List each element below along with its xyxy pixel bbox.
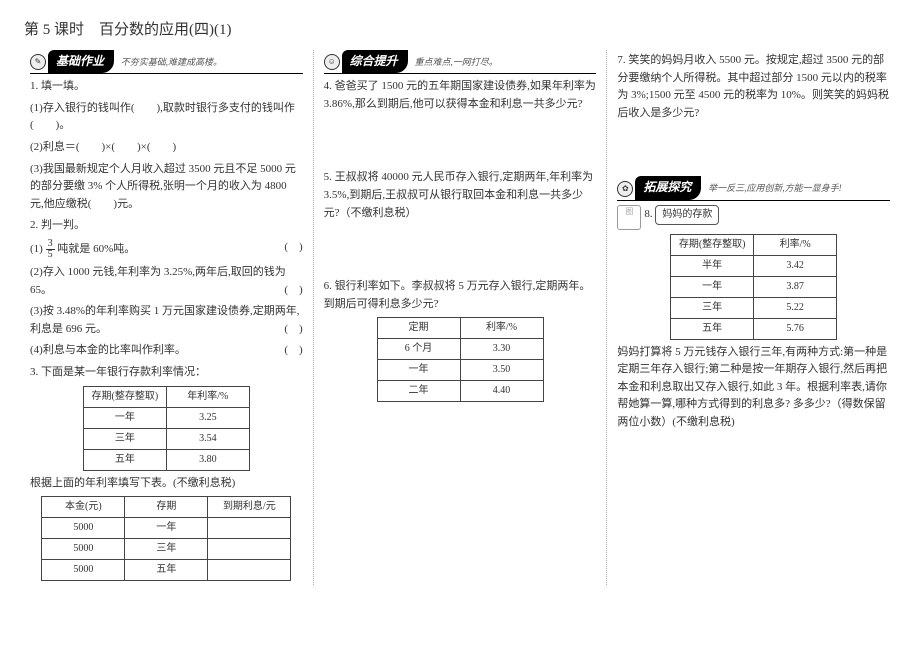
q4: 4. 爸爸买了 1500 元的五年期国家建设债券,如果年利率为 3.86%,那么… [324,78,597,113]
q2-1: (1) 35 吨就是 60%吨。 ( ) [30,239,303,260]
section-ext: ✿拓展探究 举一反三,应用创新,方能一显身手! [617,176,890,200]
ribbon-ext-sub: 举一反三,应用创新,方能一显身手! [708,183,842,193]
fraction-3-5: 35 [46,239,55,260]
q2-4: (4)利息与本金的比率叫作利率。( ) [30,342,303,360]
q6: 6. 银行利率如下。李叔叔将 5 万元存入银行,定期两年。到期后可得利息多少元? [324,278,597,313]
ribbon-basic-sub: 不夯实基础,难建成高楼。 [121,57,222,67]
rate-table-1: 存期(整存整取)年利率/% 一年3.25 三年3.54 五年3.80 [83,386,250,471]
ribbon-synth-sub: 重点难点,一网打尽。 [414,57,497,67]
q2-1-post: 吨就是 60%吨。 [57,243,135,255]
section-synth: ☺综合提升 重点难点,一网打尽。 [324,50,597,74]
q2: 2. 判一判。 [30,217,303,235]
fill-table-1: 本金(元)存期到期利息/元 5000一年 5000三年 5000五年 [41,496,291,581]
section-basic: ✎基础作业 不夯实基础,难建成高楼。 [30,50,303,74]
rate-table-3: 存期(整存整取)利率/% 半年3.42 一年3.87 三年5.22 五年5.76 [670,234,837,340]
q1-1: (1)存入银行的钱叫作( ),取款时银行多支付的钱叫作( )。 [30,100,303,135]
ribbon-ext: 拓展探究 [635,176,701,199]
cartoon-icon: ☺ [324,54,340,70]
q3b: 根据上面的年利率填写下表。(不缴利息税) [30,475,303,493]
q5: 5. 王叔叔将 40000 元人民币存入银行,定期两年,年利率为 3.5%,到期… [324,169,597,222]
q8-num: 8. [644,208,652,220]
kid-icon: 图 [617,205,641,230]
q2-2: (2)存入 1000 元钱,年利率为 3.25%,两年后,取回的钱为 65。( … [30,264,303,299]
wrench-icon: ✿ [617,181,633,197]
q7: 7. 笑笑的妈妈月收入 5500 元。按规定,超过 3500 元的部分要缴纳个人… [617,52,890,122]
q1-3: (3)我国最新规定个人月收入超过 3500 元且不足 5000 元的部分要缴 3… [30,161,303,214]
judge-blank: ( ) [284,239,302,257]
speech-bubble: 妈妈的存款 [655,205,719,225]
q1-2: (2)利息＝( )×( )×( ) [30,139,303,157]
page-title: 第 5 课时 百分数的应用(四)(1) [24,18,896,42]
sparkle-icon: ✎ [30,54,46,70]
ribbon-basic: 基础作业 [48,50,114,73]
q2-3: (3)按 3.48%的年利率购买 1 万元国家建设债券,定期两年,利息是 696… [30,303,303,338]
q8-text: 妈妈打算将 5 万元钱存入银行三年,有两种方式:第一种是定期三年存入银行;第二种… [617,344,890,432]
q1: 1. 填一填。 [30,78,303,96]
q2-1-pre: (1) [30,243,43,255]
q3: 3. 下面是某一年银行存款利率情况： [30,364,303,382]
ribbon-synth: 综合提升 [342,50,408,73]
rate-table-2: 定期利率/% 6 个月3.30 一年3.50 二年4.40 [377,317,544,402]
